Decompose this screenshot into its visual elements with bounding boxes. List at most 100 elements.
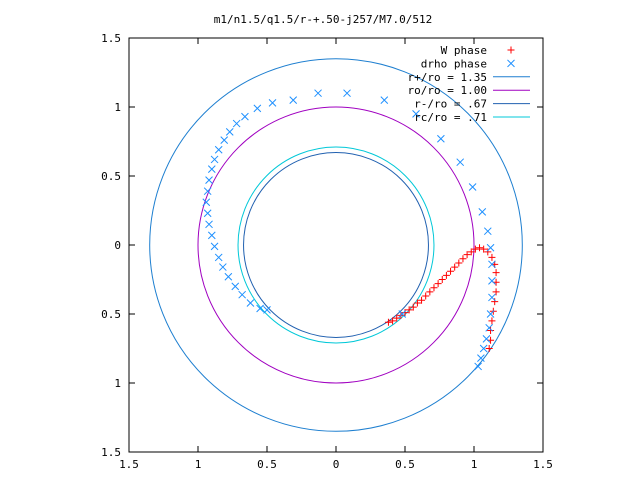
drho-phase-point <box>289 96 298 104</box>
drho-phase-point <box>483 227 492 236</box>
drho-phase-point <box>486 243 495 252</box>
drho-phase-point <box>253 104 262 113</box>
legend-marker <box>507 59 515 68</box>
drho-phase-point <box>207 165 216 173</box>
x-tick-label: 1 <box>195 458 202 471</box>
w-phase-point <box>492 288 500 296</box>
w-phase-point <box>434 280 442 288</box>
drho-phase-point <box>232 119 241 128</box>
drho-phase-point <box>268 99 277 107</box>
y-tick-label: 1.5 <box>101 32 121 45</box>
drho-phase-point <box>263 306 271 314</box>
drho-phase-point <box>220 136 229 144</box>
y-tick-label: 0.5 <box>101 308 121 321</box>
w-phase-point <box>422 292 430 300</box>
w-phase-point <box>401 309 409 317</box>
w-phase-point <box>488 253 496 261</box>
drho-phase-point <box>343 89 351 98</box>
radius-circle <box>243 152 429 338</box>
drho-phase-point <box>214 253 223 262</box>
drho-phase-point <box>210 155 219 164</box>
radius-circles <box>149 58 523 432</box>
w-phase-point <box>491 298 499 306</box>
drho-phase-point <box>214 145 223 154</box>
w-phase-point <box>426 288 434 296</box>
y-tick-label: 1 <box>114 101 121 114</box>
w-phase-point <box>487 327 495 335</box>
w-phase-point <box>476 244 484 252</box>
w-phase-point <box>492 269 500 277</box>
w-phase-point <box>471 245 479 253</box>
legend-label: drho phase <box>421 57 487 70</box>
w-phase-point <box>488 317 496 325</box>
drho-phase-point <box>225 127 234 136</box>
w-phase-point <box>384 318 392 326</box>
drho-phase-point <box>474 362 482 371</box>
x-axis: 1.5 1 0.5 0 0.5 1 1.5 <box>119 38 553 471</box>
y-tick-label: 1.5 <box>101 446 121 459</box>
drho-phase-point <box>477 354 485 363</box>
drho-phase-point <box>238 290 247 299</box>
x-tick-label: 1.5 <box>533 458 553 471</box>
legend-label: r-/ro = .67 <box>414 98 487 111</box>
w-phase-point <box>413 299 421 307</box>
w-phase-point <box>451 263 459 271</box>
x-tick-label: 1 <box>471 458 478 471</box>
drho-phase-point <box>456 158 465 167</box>
w-phase-point <box>484 248 492 256</box>
drho-phase-point <box>218 263 227 271</box>
drho-phase-point <box>437 134 445 143</box>
drho-phase-point <box>205 220 213 229</box>
drho-phase-point <box>488 260 496 269</box>
drho-phase-point <box>205 176 213 184</box>
legend-label: r+/ro = 1.35 <box>408 71 487 84</box>
legend-label: ro/ro = 1.00 <box>408 84 487 97</box>
w-phase-point <box>447 267 455 275</box>
drho-phase-point <box>203 209 212 218</box>
w-phase-point <box>430 284 438 292</box>
x-tick-label: 1.5 <box>119 458 139 471</box>
drho-phase-point <box>412 110 420 118</box>
drho-phase-point <box>256 304 264 313</box>
w-phase-point <box>393 314 401 322</box>
drho-phase-point <box>210 242 219 251</box>
w-phase-point <box>463 251 471 259</box>
w-phase-point <box>480 245 488 253</box>
y-axis: 1.5 1 0.5 0 0.5 1 1.5 <box>101 32 543 459</box>
w-phase-point <box>438 276 446 283</box>
w-phase-point <box>459 255 467 263</box>
drho-phase-point <box>241 112 249 121</box>
chart-title: m1/n1.5/q1.5/r-+.50-j257/M7.0/512 <box>214 13 433 26</box>
x-tick-label: 0 <box>333 458 340 471</box>
drho-phase-point <box>486 310 495 318</box>
w-phase-point <box>389 317 397 325</box>
y-tick-label: 1 <box>114 377 121 390</box>
drho-phase-point <box>380 96 389 104</box>
drho-phase-point <box>485 323 494 332</box>
w-phase-point <box>455 259 463 267</box>
x-tick-label: 0.5 <box>395 458 415 471</box>
w-phase-point <box>467 248 475 256</box>
radius-circle <box>237 146 435 344</box>
drho-phase-point <box>231 282 240 291</box>
drho-phase-point <box>202 198 211 207</box>
drho-phase-point <box>314 89 322 98</box>
data-points <box>202 89 500 371</box>
legend-marker <box>507 46 515 54</box>
drho-phase-point <box>482 334 491 343</box>
drho-phase-point <box>488 293 496 302</box>
radius-circle <box>197 106 475 384</box>
drho-phase-point <box>398 310 407 318</box>
radius-circle <box>149 58 523 432</box>
drho-phase-point <box>224 272 233 281</box>
legend-label: rc/ro = .71 <box>414 111 487 124</box>
drho-phase-point <box>246 299 255 307</box>
w-phase-point <box>405 306 413 314</box>
drho-phase-point <box>478 208 487 216</box>
w-phase-point <box>409 303 417 311</box>
w-phase-point <box>442 271 450 279</box>
drho-phase-point <box>203 187 212 196</box>
w-phase-point <box>485 345 493 352</box>
drho-phase-point <box>207 231 216 240</box>
